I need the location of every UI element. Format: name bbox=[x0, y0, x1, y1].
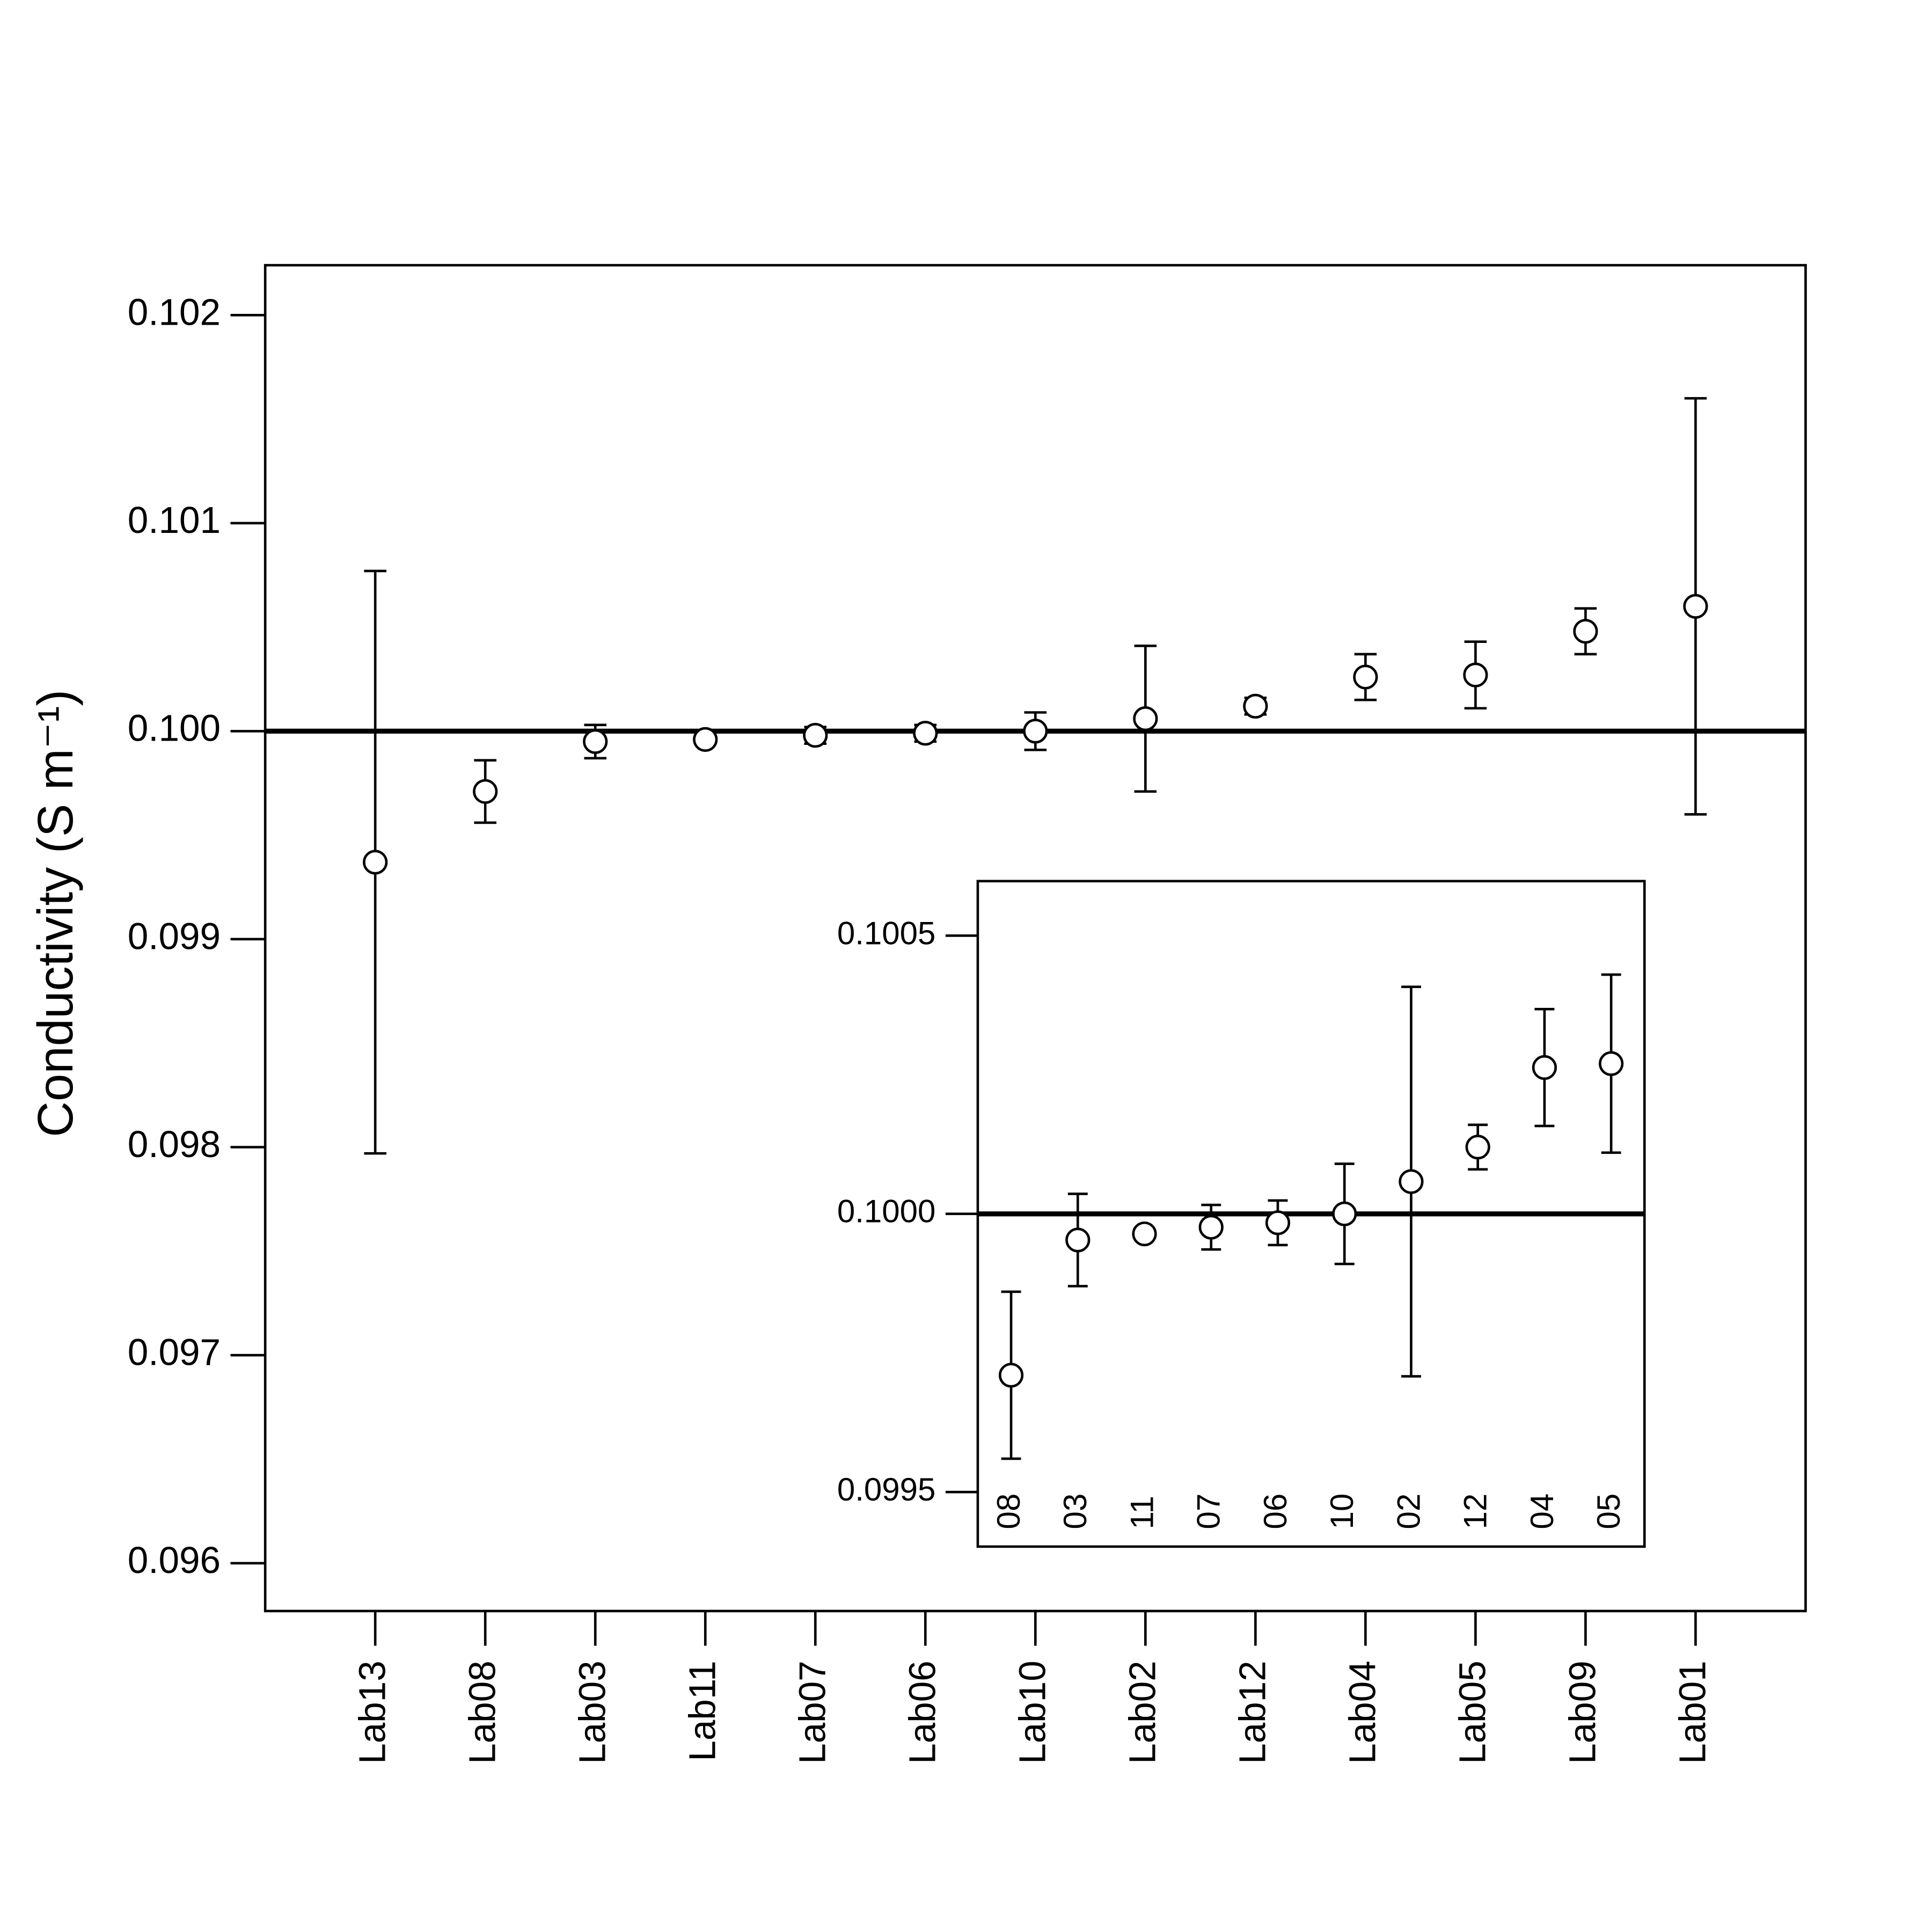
x-tick-label: 10 bbox=[1324, 1494, 1360, 1529]
y-tick-label: 0.102 bbox=[128, 291, 221, 333]
y-tick-label: 0.096 bbox=[128, 1539, 221, 1581]
y-tick-label: 0.099 bbox=[128, 915, 221, 957]
y-tick-label: 0.100 bbox=[128, 707, 221, 749]
point bbox=[1683, 594, 1708, 619]
point bbox=[363, 850, 388, 875]
y-axis-label: Conductivity (S m⁻¹) bbox=[27, 690, 83, 1137]
point bbox=[1332, 1201, 1357, 1226]
y-tick-label: 0.098 bbox=[128, 1123, 221, 1165]
x-tick-label: Lab05 bbox=[1452, 1660, 1494, 1764]
x-tick-label: 11 bbox=[1124, 1496, 1160, 1529]
x-tick-label: 05 bbox=[1591, 1494, 1627, 1529]
x-tick-label: 02 bbox=[1391, 1494, 1426, 1529]
x-tick-label: 06 bbox=[1257, 1494, 1293, 1529]
y-tick-label: 0.1005 bbox=[837, 915, 936, 951]
x-tick-label: 12 bbox=[1458, 1494, 1494, 1529]
y-tick-label: 0.0995 bbox=[837, 1472, 936, 1507]
point bbox=[1465, 1135, 1490, 1160]
y-tick-label: 0.1000 bbox=[837, 1194, 936, 1230]
x-tick-label: Lab04 bbox=[1342, 1660, 1384, 1764]
point bbox=[1065, 1227, 1091, 1253]
point bbox=[1133, 706, 1158, 731]
point bbox=[1198, 1214, 1224, 1240]
x-tick-label: Lab01 bbox=[1672, 1660, 1714, 1764]
x-tick-label: Lab07 bbox=[792, 1660, 833, 1764]
point bbox=[473, 779, 498, 804]
x-tick-label: Lab10 bbox=[1012, 1660, 1053, 1764]
x-tick-label: Lab09 bbox=[1562, 1660, 1604, 1764]
x-tick-label: Lab06 bbox=[902, 1660, 943, 1764]
x-tick-label: Lab02 bbox=[1122, 1660, 1163, 1764]
point bbox=[1599, 1051, 1624, 1076]
x-tick-label: 08 bbox=[991, 1494, 1027, 1529]
point bbox=[1532, 1055, 1557, 1080]
point bbox=[1265, 1210, 1291, 1235]
point bbox=[1463, 662, 1488, 687]
x-tick-label: Lab03 bbox=[572, 1660, 613, 1764]
point bbox=[583, 729, 608, 754]
point bbox=[693, 727, 718, 752]
point bbox=[1573, 619, 1598, 644]
x-tick-label: 07 bbox=[1191, 1494, 1227, 1529]
y-tick-label: 0.101 bbox=[128, 499, 221, 541]
x-tick-label: 03 bbox=[1057, 1494, 1093, 1529]
point bbox=[1243, 693, 1268, 719]
point bbox=[1353, 664, 1378, 690]
point bbox=[803, 723, 828, 748]
x-tick-label: 04 bbox=[1524, 1494, 1560, 1529]
point bbox=[913, 721, 938, 746]
point bbox=[1399, 1169, 1424, 1194]
point bbox=[998, 1363, 1024, 1388]
point bbox=[1023, 719, 1048, 744]
y-tick-label: 0.097 bbox=[128, 1331, 221, 1373]
point bbox=[1132, 1221, 1157, 1247]
x-tick-label: Lab13 bbox=[351, 1660, 393, 1764]
x-tick-label: Lab11 bbox=[682, 1660, 723, 1761]
x-tick-label: Lab12 bbox=[1232, 1660, 1274, 1764]
x-tick-label: Lab08 bbox=[462, 1660, 503, 1764]
